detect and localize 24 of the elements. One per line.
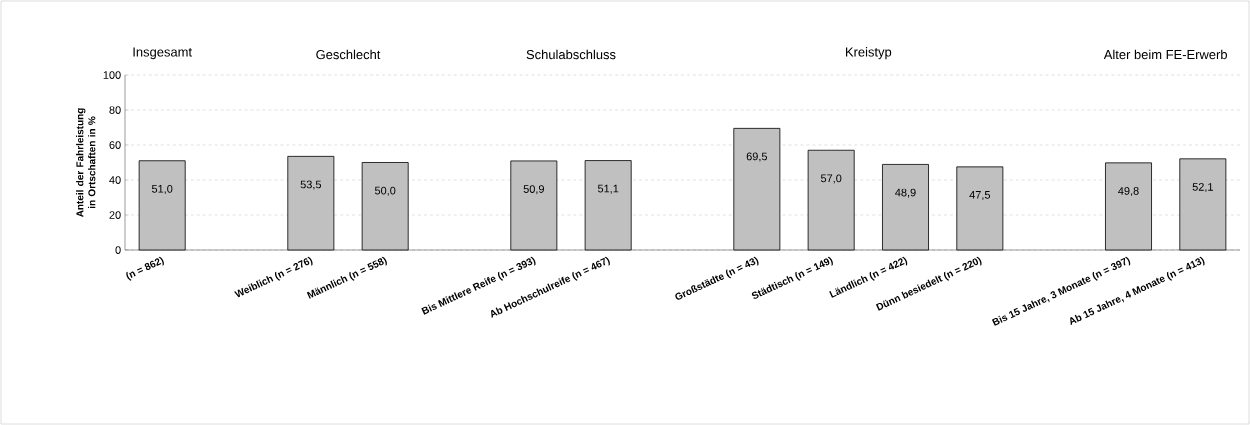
data-label: 50,0 xyxy=(374,186,396,196)
text: Kreistyp xyxy=(846,47,892,60)
data-label: 50,9 xyxy=(523,185,544,195)
y-tick-label: 20 xyxy=(109,211,121,219)
data-label: 52,1 xyxy=(1192,183,1213,193)
y-tick-label: 60 xyxy=(109,141,121,149)
y-tick-label: 0 xyxy=(115,246,121,254)
y-tick-label: 80 xyxy=(109,106,121,114)
y-axis-title: Anteil der Fahrleistung in Ortschaften in % xyxy=(76,108,96,218)
text: Insgesamt xyxy=(133,47,192,60)
text: Alter beim FE-Erwerb xyxy=(1103,49,1227,60)
data-label: 57,0 xyxy=(820,174,842,184)
data-label: 53,5 xyxy=(300,180,322,190)
y-tick-label: 40 xyxy=(109,176,121,184)
text: Geschlecht xyxy=(316,49,381,60)
data-label: 69,5 xyxy=(746,152,768,162)
x-tick-label: (n = 862) xyxy=(126,256,164,281)
y-tick-label: 100 xyxy=(103,71,121,79)
text: Schulabschluss xyxy=(526,49,616,60)
data-label: 51,1 xyxy=(597,184,619,194)
data-label: 47,5 xyxy=(969,191,991,201)
data-label: 48,9 xyxy=(895,188,916,198)
data-label: 49,8 xyxy=(1118,187,1139,197)
data-label: 51,0 xyxy=(151,184,173,194)
